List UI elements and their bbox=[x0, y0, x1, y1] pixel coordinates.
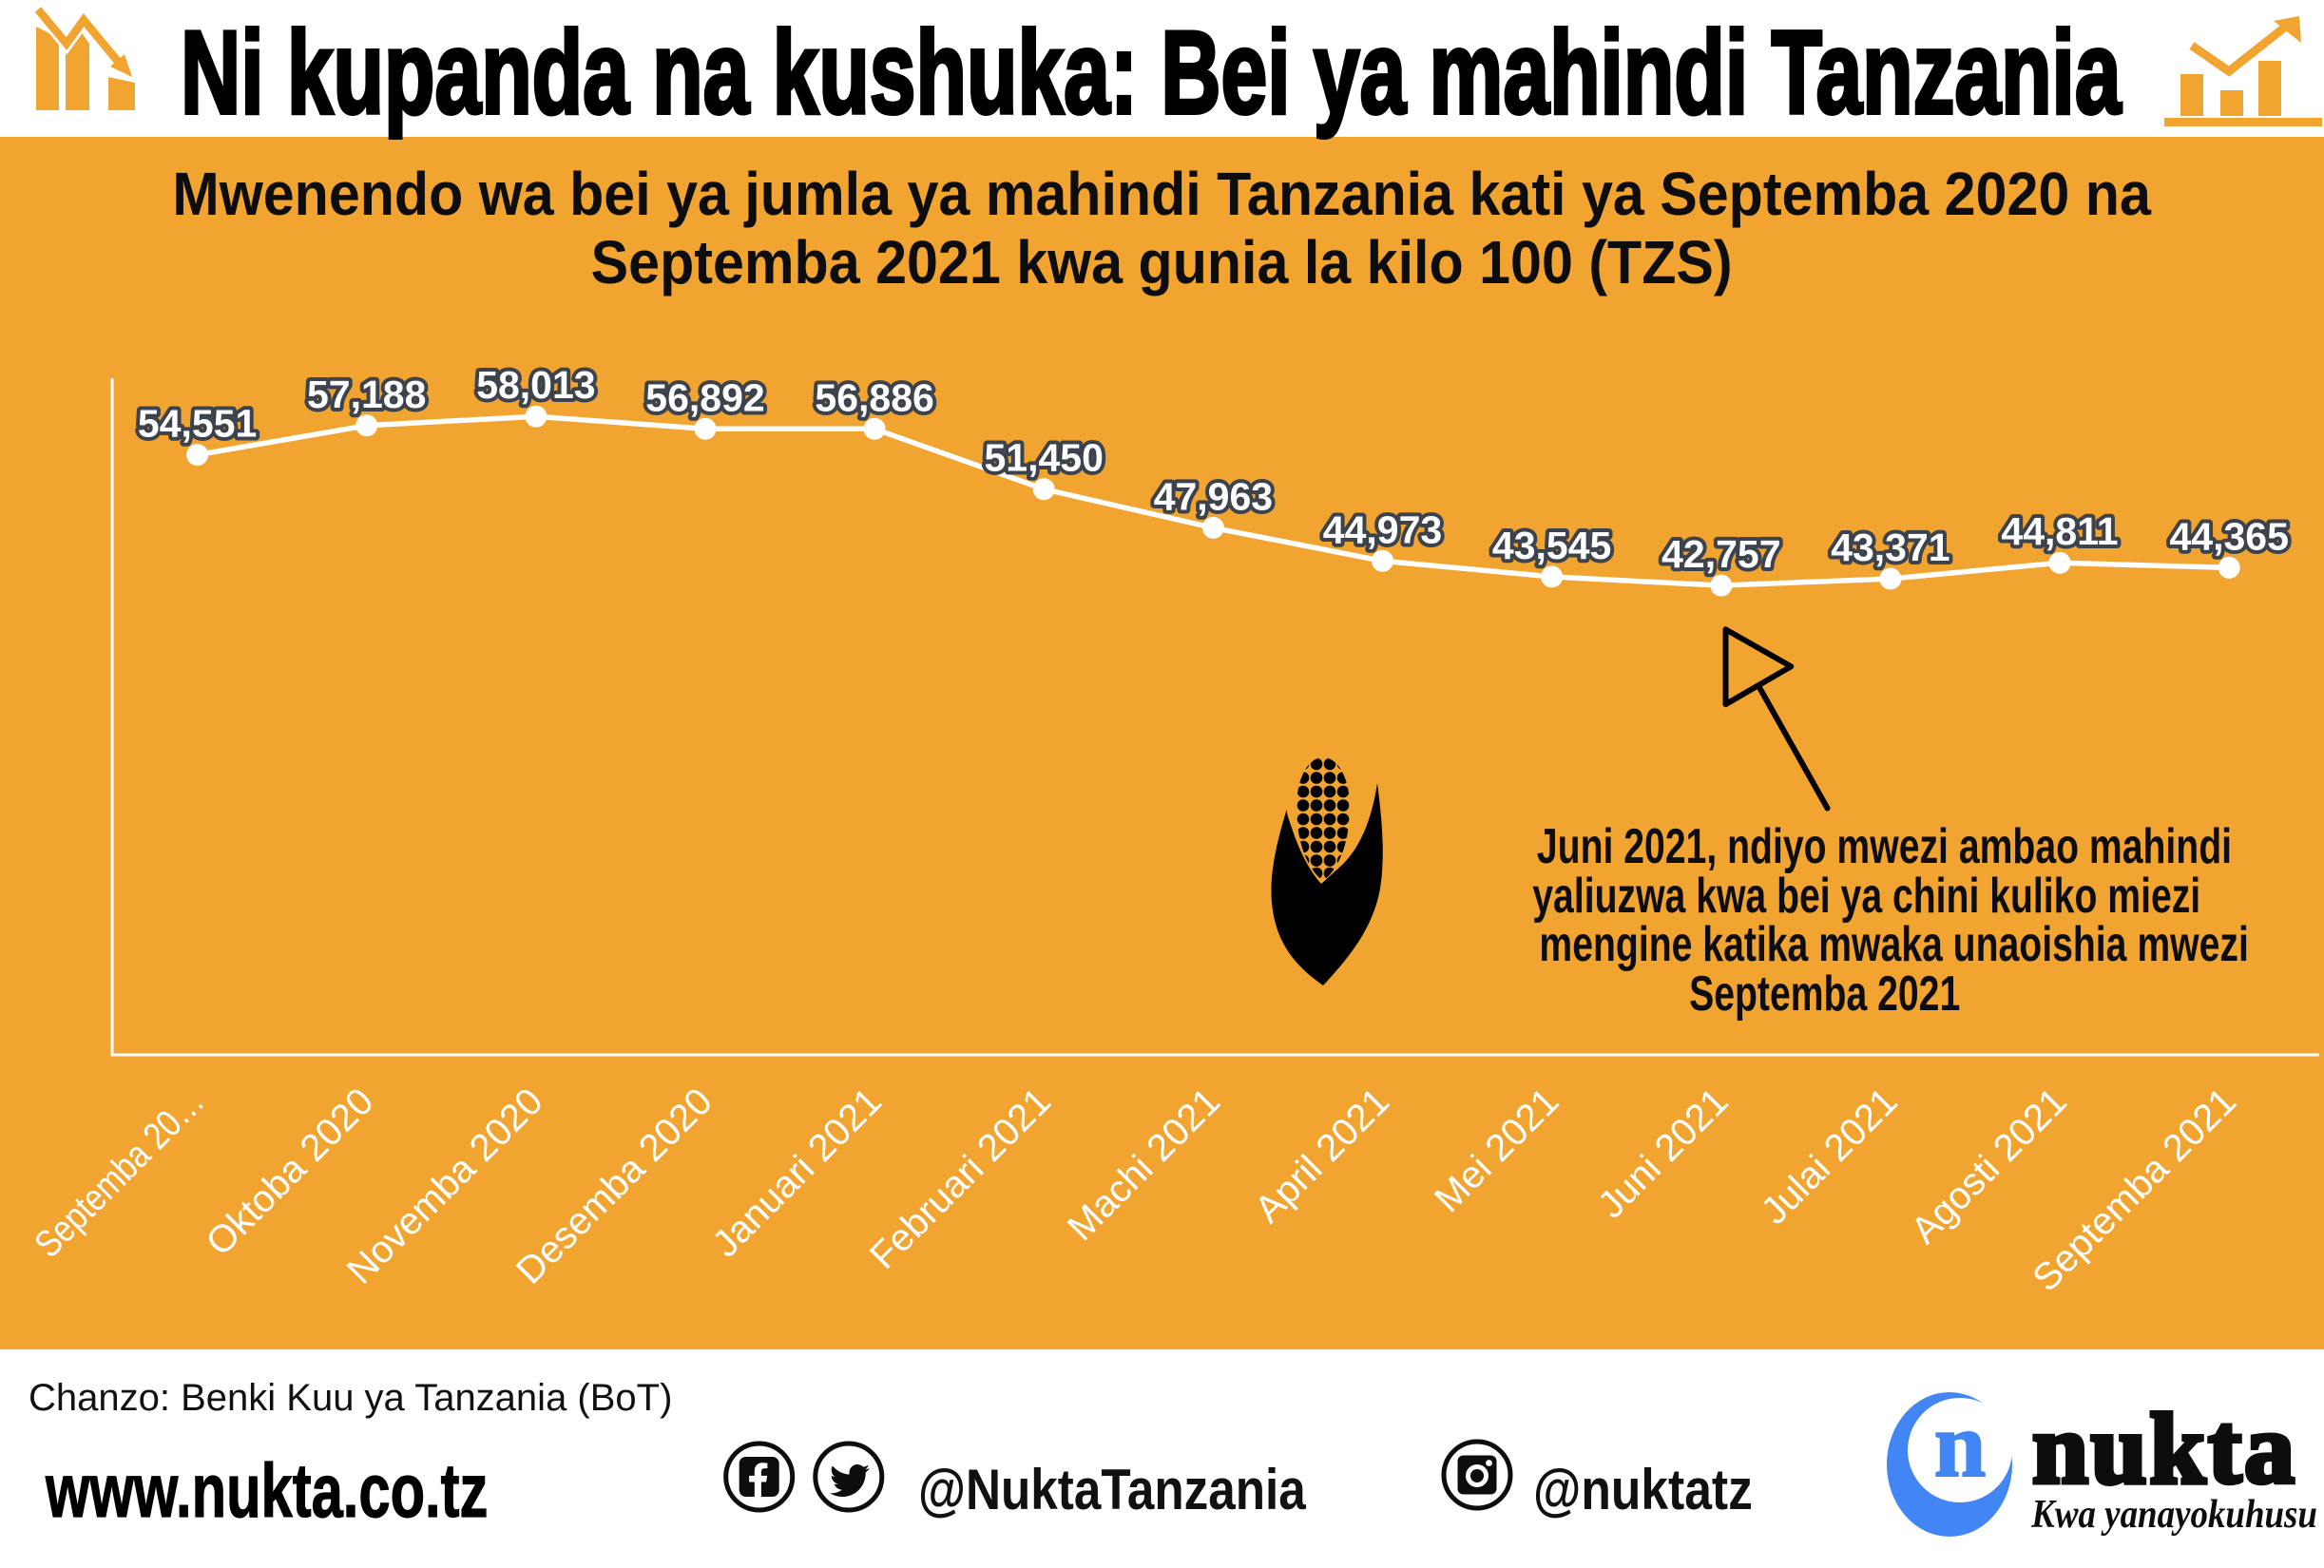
svg-text:Septemba 20…: Septemba 20… bbox=[27, 1080, 212, 1266]
svg-text:47,963: 47,963 bbox=[1154, 474, 1273, 518]
svg-text:51,450: 51,450 bbox=[984, 436, 1103, 480]
svg-text:Januari 2021: Januari 2021 bbox=[704, 1080, 890, 1266]
svg-text:58,013: 58,013 bbox=[476, 363, 595, 407]
svg-text:56,886: 56,886 bbox=[815, 375, 933, 419]
svg-text:44,365: 44,365 bbox=[2169, 514, 2288, 558]
svg-text:nukta: nukta bbox=[2032, 1393, 2295, 1504]
svg-text:Oktoba 2020: Oktoba 2020 bbox=[198, 1080, 381, 1264]
svg-text:42,757: 42,757 bbox=[1661, 532, 1780, 576]
svg-text:Machi 2021: Machi 2021 bbox=[1060, 1080, 1228, 1249]
svg-text:Agosti 2021: Agosti 2021 bbox=[1903, 1080, 2075, 1252]
svg-text:44,811: 44,811 bbox=[2001, 509, 2118, 553]
svg-text:43,545: 43,545 bbox=[1492, 524, 1611, 567]
svg-text:57,188: 57,188 bbox=[307, 373, 426, 416]
svg-text:43,371: 43,371 bbox=[1831, 526, 1949, 569]
svg-text:n: n bbox=[1934, 1394, 1987, 1497]
svg-text:54,551: 54,551 bbox=[138, 402, 257, 446]
svg-text:Juni 2021: Juni 2021 bbox=[1590, 1080, 1737, 1227]
svg-text:April 2021: April 2021 bbox=[1247, 1080, 1397, 1231]
svg-text:Julai 2021: Julai 2021 bbox=[1754, 1080, 1906, 1233]
svg-text:44,973: 44,973 bbox=[1323, 507, 1442, 551]
svg-text:Februari 2021: Februari 2021 bbox=[862, 1080, 1059, 1277]
svg-text:56,892: 56,892 bbox=[645, 375, 764, 419]
svg-text:Mei 2021: Mei 2021 bbox=[1427, 1080, 1566, 1220]
svg-text:Kwa yanayokuhusu: Kwa yanayokuhusu bbox=[2030, 1492, 2317, 1537]
